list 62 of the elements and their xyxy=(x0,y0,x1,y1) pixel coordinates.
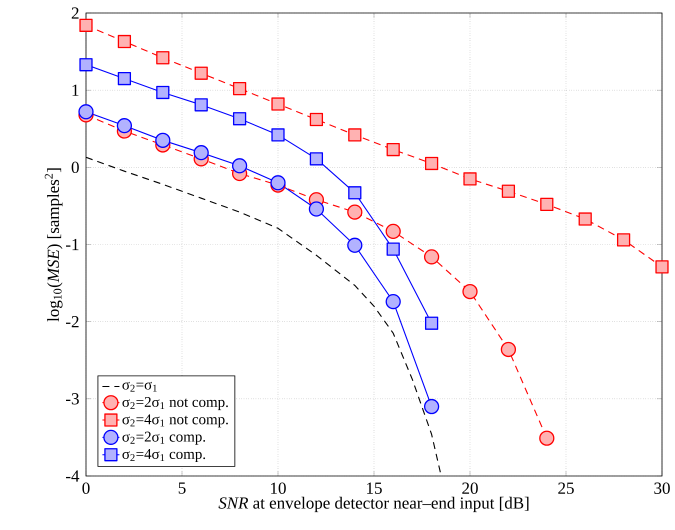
point xyxy=(116,118,132,134)
point xyxy=(308,201,324,217)
x-tick-label: 15 xyxy=(367,482,382,494)
x-tick-label: 20 xyxy=(462,482,478,494)
x-tick-label: 30 xyxy=(654,482,670,494)
point xyxy=(540,198,554,211)
point xyxy=(118,34,132,48)
point xyxy=(500,342,516,358)
point xyxy=(347,204,362,220)
legend-label: σ$_{2}$=2σ$_{1}$ comp. xyxy=(122,432,206,445)
point xyxy=(348,186,362,200)
point xyxy=(310,152,324,166)
x-axis-title: SNR at envelope detector near–end input [dB] xyxy=(218,496,528,512)
point xyxy=(232,158,248,174)
point xyxy=(156,51,170,64)
point xyxy=(271,97,285,111)
legend-label: σ$_{2}$=2σ$_{1}$ not comp. xyxy=(122,396,228,410)
y-axis-title: log$_{10}$(MSE) [samples$^{2}$] xyxy=(44,168,63,322)
point xyxy=(232,82,246,96)
point xyxy=(271,128,285,142)
point xyxy=(424,249,440,264)
y-tick-label: -3 xyxy=(66,393,79,405)
point xyxy=(347,238,362,253)
point xyxy=(79,18,93,32)
point xyxy=(424,156,438,170)
point xyxy=(539,430,554,446)
point xyxy=(155,132,170,148)
point xyxy=(194,98,208,112)
point xyxy=(655,260,669,274)
y-tick-label: -4 xyxy=(66,470,80,482)
y-tick-label: -2 xyxy=(66,316,79,328)
x-tick-label: 10 xyxy=(271,482,286,494)
x-tick-label: 25 xyxy=(558,482,574,494)
point xyxy=(386,224,401,240)
point xyxy=(386,242,400,256)
point xyxy=(616,233,630,246)
point xyxy=(348,128,362,142)
y-tick-label: 0 xyxy=(72,162,79,174)
y-tick-label: 2 xyxy=(72,7,79,19)
point xyxy=(194,145,209,160)
legend-label: σ$_{2}$=4σ$_{1}$ comp. xyxy=(122,449,206,462)
point xyxy=(386,142,400,156)
point xyxy=(462,284,478,300)
point xyxy=(194,66,208,80)
point xyxy=(424,398,440,414)
point xyxy=(424,316,438,330)
point xyxy=(578,212,592,226)
point xyxy=(79,58,93,72)
point xyxy=(156,86,170,100)
point xyxy=(310,112,324,126)
legend-label: σ$_{2}$=σ$_{1}$ xyxy=(122,382,157,392)
point xyxy=(386,294,401,310)
legend-label: σ$_{2}$=4σ$_{1}$ not comp. xyxy=(122,414,228,428)
point xyxy=(118,72,132,86)
point xyxy=(78,104,94,120)
x-tick-label: 0 xyxy=(82,482,90,494)
point xyxy=(232,112,246,126)
y-tick-label: 1 xyxy=(72,84,78,96)
point xyxy=(463,172,477,186)
y-tick-label: -1 xyxy=(66,238,78,250)
x-tick-label: 5 xyxy=(178,482,186,494)
point xyxy=(502,184,516,198)
